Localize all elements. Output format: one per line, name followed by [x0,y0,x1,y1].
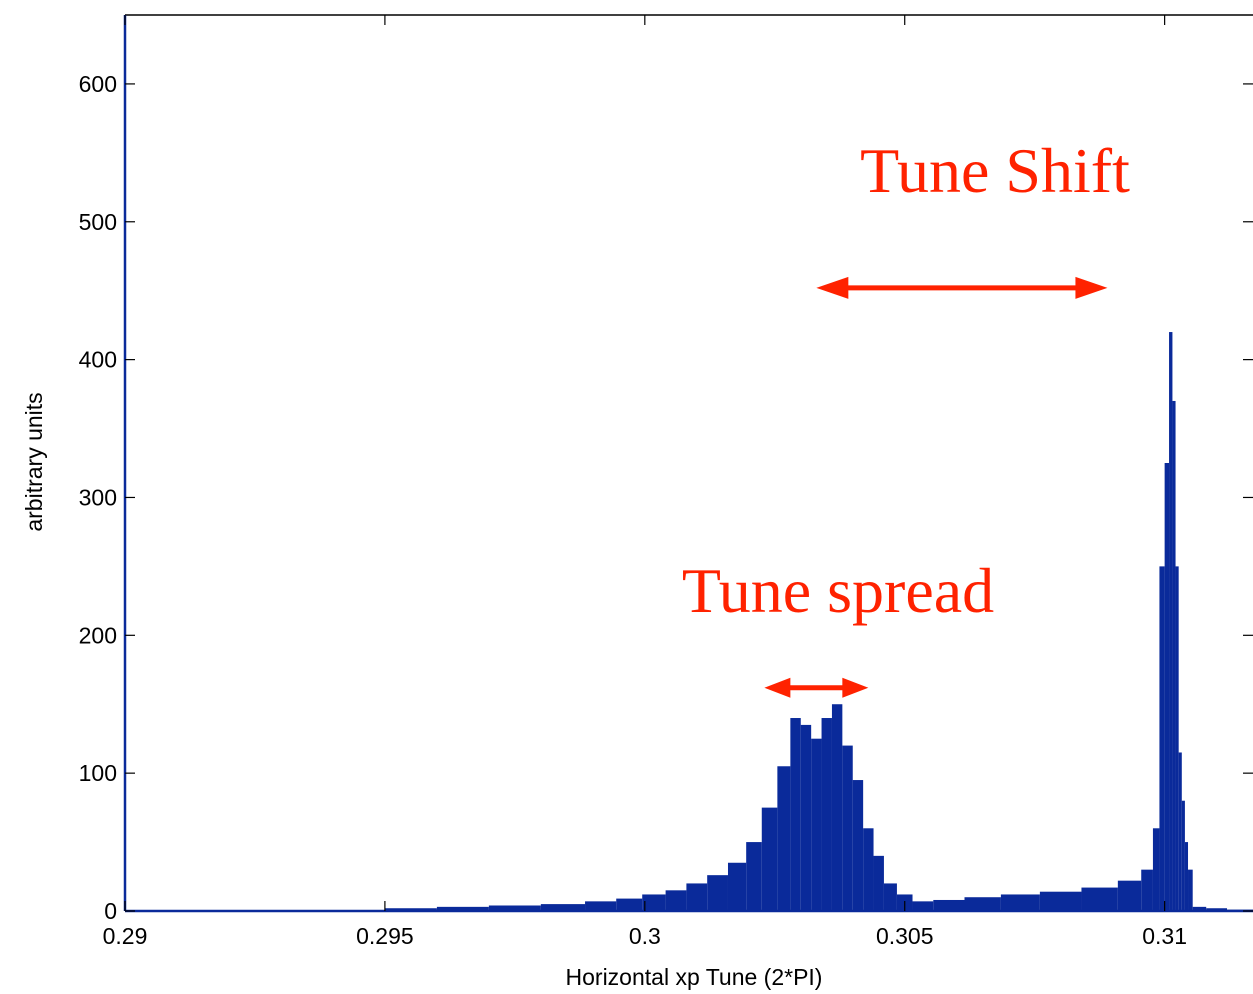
histogram-bar [540,904,586,911]
histogram-bar [1164,463,1170,911]
histogram-bar [821,718,832,911]
histogram-bar [883,883,897,911]
y-tick-label: 0 [104,898,117,924]
histogram-bar [933,899,965,911]
histogram-bar [1184,842,1189,911]
histogram-bar [1188,869,1193,911]
histogram-bar [1192,906,1207,911]
annotation-arrowhead-left [816,276,849,299]
x-tick-label: 0.29 [103,923,148,949]
x-axis: 0.29 0.295 0.3 0.305 0.31 [103,15,1187,949]
histogram-bar [1081,887,1118,911]
histogram-bar [1178,752,1182,911]
tune-shift-label: Tune Shift [860,135,1130,206]
y-tick-label: 500 [79,209,117,235]
histogram-bar [642,894,666,911]
histogram-bar [1039,891,1082,911]
histogram-bar [777,766,791,911]
histogram-bar [1181,800,1185,911]
histogram-bar [746,842,762,911]
histogram-bar [1169,332,1173,911]
annotation-arrowhead-left [764,677,791,698]
y-tick-label: 600 [79,71,117,97]
y-tick-label: 200 [79,622,117,648]
histogram-bar [1000,894,1040,911]
y-axis-title: arbitrary units [21,392,47,531]
histogram-bar [1159,566,1165,911]
y-tick-label: 400 [79,347,117,373]
histogram-bar [1206,908,1228,911]
histogram-bar [1152,828,1160,911]
histogram-bar [686,883,708,911]
histogram-bar [811,738,822,911]
histogram-bar [800,724,812,911]
histogram-bar [842,745,853,911]
x-tick-label: 0.305 [876,923,934,949]
histogram-bar [912,901,934,911]
histogram-bar [790,718,801,911]
x-tick-label: 0.31 [1142,923,1187,949]
histogram-bar [964,897,1001,911]
histogram-bar [1172,400,1176,911]
histogram-bar [488,905,541,911]
x-tick-label: 0.295 [356,923,414,949]
annotations: Tune Shift Tune spread [682,135,1130,698]
plot-frame [123,14,1253,913]
x-axis-title: Horizontal xp Tune (2*PI) [566,964,823,990]
y-tick-label: 100 [79,760,117,786]
y-tick-label: 300 [79,484,117,510]
histogram-bar [831,704,843,911]
x-tick-label: 0.3 [629,923,661,949]
histogram-bar [852,780,864,911]
histogram-bar [761,807,778,911]
histogram-bar [616,898,643,911]
histogram-bar [436,906,489,911]
histogram-bar [863,828,874,911]
annotation-arrowhead-right [842,677,869,698]
annotation-arrowhead-right [1075,276,1108,299]
histogram-bar [384,908,437,911]
histogram-bar [873,855,884,911]
tune-spread-label: Tune spread [682,555,994,626]
y-axis: 0 100 200 300 400 500 600 [79,71,1253,924]
histogram-bars [384,332,1253,911]
histogram-bar [1141,869,1153,911]
histogram-bar [707,875,728,911]
histogram-bar [665,890,687,911]
histogram-bar [1117,880,1142,911]
histogram-bar [1175,566,1179,911]
histogram-bar [585,901,617,911]
histogram-bar [727,862,747,911]
